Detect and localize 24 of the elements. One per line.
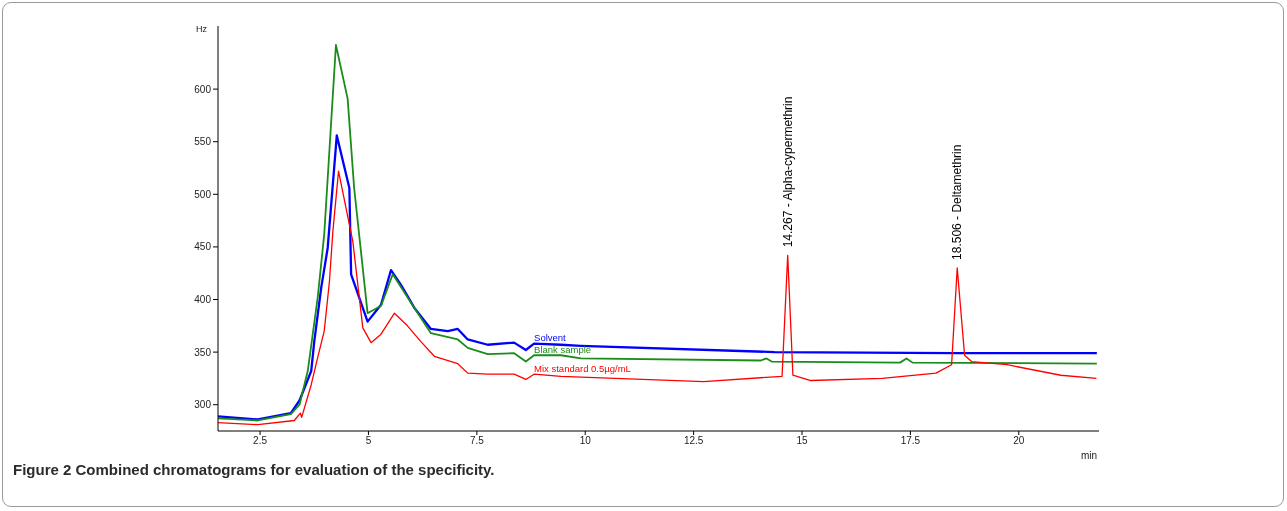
text: Figure 2 Combined chromatograms for evaluation of the specificity. — [13, 461, 495, 478]
x-tick-label: 20 — [1013, 435, 1025, 447]
y-tick-label: 500 — [194, 188, 212, 200]
y-tick-label: 450 — [194, 241, 212, 253]
line-series — [218, 44, 1098, 422]
x-tick-label: 15 — [796, 435, 809, 447]
y-tick-label: 550 — [194, 136, 212, 148]
x-tick-label: 10 — [579, 435, 592, 447]
x-tick-label: 5 — [365, 435, 372, 447]
x-tick-label: 2.5 — [253, 435, 268, 447]
y-tick-label: 300 — [194, 399, 212, 411]
series-label: Blank sample — [534, 343, 592, 355]
x-axis-title: min — [1080, 450, 1097, 461]
y-tick-label: 350 — [194, 346, 212, 358]
series-label: Solvent — [534, 332, 567, 344]
annotation: 14.267 - Alpha-cypermethrin — [780, 96, 795, 248]
x-tick-label: 7.5 — [469, 435, 485, 447]
y-axis-title: Hz — [196, 24, 208, 34]
y-tick-label: 600 — [194, 83, 212, 95]
x-tick-label: 12.5 — [683, 435, 704, 447]
y-tick-label: 400 — [194, 294, 212, 306]
series-label: Mix standard 0.5µg/mL — [534, 362, 631, 374]
annotation: 18.506 - Deltamethrin — [950, 144, 965, 260]
x-tick-label: 17.5 — [900, 435, 921, 447]
